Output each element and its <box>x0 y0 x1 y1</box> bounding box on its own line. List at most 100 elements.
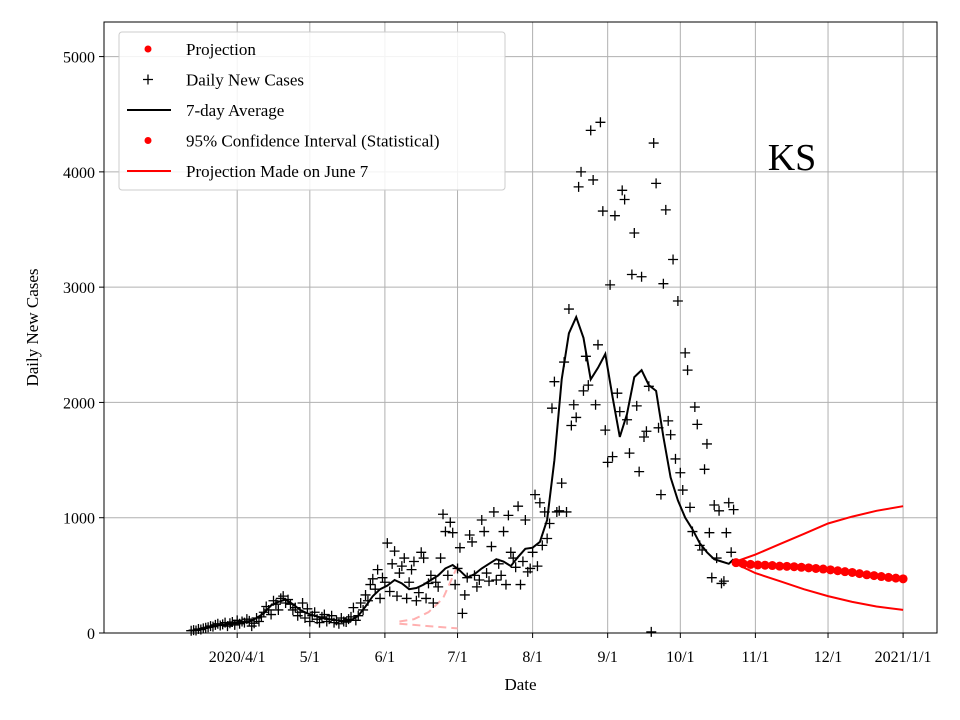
daily-case-point <box>554 505 565 516</box>
x-tick-label: 11/1 <box>741 649 769 666</box>
old-projection-line <box>399 565 459 623</box>
daily-case-point <box>714 505 725 516</box>
daily-case-point <box>447 527 458 538</box>
projection-point <box>804 563 814 573</box>
daily-case-point <box>709 500 720 511</box>
daily-case-point <box>457 608 468 619</box>
legend-label: 7-day Average <box>186 101 284 120</box>
daily-case-point <box>503 510 514 521</box>
daily-case-point <box>413 587 424 598</box>
confidence-interval-line <box>735 562 904 611</box>
daily-case-point <box>510 562 521 573</box>
daily-case-point <box>592 339 603 350</box>
daily-case-point <box>406 564 417 575</box>
daily-case-point <box>382 538 393 549</box>
daily-case-point <box>496 570 507 581</box>
daily-case-point <box>658 278 669 289</box>
daily-case-point <box>440 526 451 537</box>
daily-case-point <box>634 466 645 477</box>
projection-point <box>738 559 748 569</box>
daily-case-point <box>428 598 439 609</box>
daily-case-point <box>542 533 553 544</box>
legend: Projection Daily New Cases 7-day Average 95… <box>118 31 506 191</box>
daily-case-point <box>718 576 729 587</box>
daily-case-point <box>505 547 516 558</box>
daily-case-point <box>605 279 616 290</box>
projection-point <box>876 572 886 582</box>
legend-dot-icon <box>144 45 152 53</box>
daily-case-point <box>430 577 441 588</box>
daily-case-point <box>471 581 482 592</box>
projection-point <box>775 561 785 571</box>
daily-case-point <box>663 415 674 426</box>
daily-case-point <box>532 561 543 572</box>
legend-dot-icon <box>144 137 152 144</box>
daily-case-point <box>435 553 446 564</box>
daily-case-point <box>726 547 737 558</box>
daily-case-point <box>660 204 671 215</box>
daily-case-point <box>392 591 403 602</box>
daily-case-point <box>648 138 659 149</box>
daily-case-point <box>636 271 647 282</box>
daily-case-point <box>704 527 715 538</box>
daily-case-point <box>365 579 376 590</box>
projection-point <box>884 572 894 582</box>
daily-case-point <box>525 563 536 574</box>
daily-case-point <box>583 380 594 391</box>
daily-case-point <box>372 564 383 575</box>
daily-case-point <box>638 432 649 443</box>
daily-case-point <box>486 541 497 552</box>
daily-case-point <box>304 616 315 627</box>
daily-case-point <box>600 425 611 436</box>
x-tick-label: 12/1 <box>814 649 842 666</box>
x-tick-label: 9/1 <box>597 649 617 666</box>
daily-case-point <box>723 497 734 508</box>
x-tick-label: 8/1 <box>522 649 542 666</box>
daily-case-point <box>721 527 732 538</box>
daily-case-point <box>551 506 562 517</box>
daily-case-point <box>566 420 577 431</box>
daily-case-point <box>425 570 436 581</box>
daily-case-point <box>682 365 693 376</box>
daily-case-point <box>534 497 545 508</box>
y-tick-label: 5000 <box>63 50 95 67</box>
daily-case-point <box>595 117 606 128</box>
daily-case-point <box>689 402 700 413</box>
daily-case-point <box>287 604 298 615</box>
daily-case-point <box>568 399 579 410</box>
projection-point <box>796 562 806 572</box>
projection-point <box>782 561 792 571</box>
daily-case-point <box>520 515 531 526</box>
projection-point <box>840 567 850 577</box>
daily-case-point <box>442 570 453 581</box>
daily-case-point <box>389 546 400 557</box>
daily-case-point <box>617 185 628 196</box>
x-tick-label: 2020/4/1 <box>209 649 266 666</box>
daily-case-point <box>297 598 308 609</box>
daily-case-point <box>399 553 410 564</box>
daily-case-point <box>360 589 371 600</box>
daily-case-point <box>651 178 662 189</box>
daily-case-point <box>585 125 596 136</box>
daily-case-point <box>597 206 608 217</box>
daily-case-point <box>665 429 676 440</box>
daily-case-point <box>384 586 395 597</box>
daily-case-point <box>546 403 557 414</box>
daily-case-point <box>396 561 407 572</box>
projection-point <box>898 574 908 584</box>
daily-case-point <box>367 573 378 584</box>
daily-case-point <box>602 457 613 468</box>
daily-case-point <box>481 568 492 579</box>
daily-case-point <box>418 553 429 564</box>
daily-case-point <box>416 547 427 558</box>
daily-case-point <box>549 376 560 387</box>
daily-case-point <box>433 581 444 592</box>
daily-case-point <box>445 517 456 528</box>
projection-point <box>825 565 835 575</box>
daily-case-point <box>571 412 582 423</box>
daily-case-point <box>556 478 567 489</box>
projection-point <box>746 559 756 569</box>
y-tick-label: 2000 <box>63 395 95 412</box>
daily-case-point <box>253 616 264 627</box>
